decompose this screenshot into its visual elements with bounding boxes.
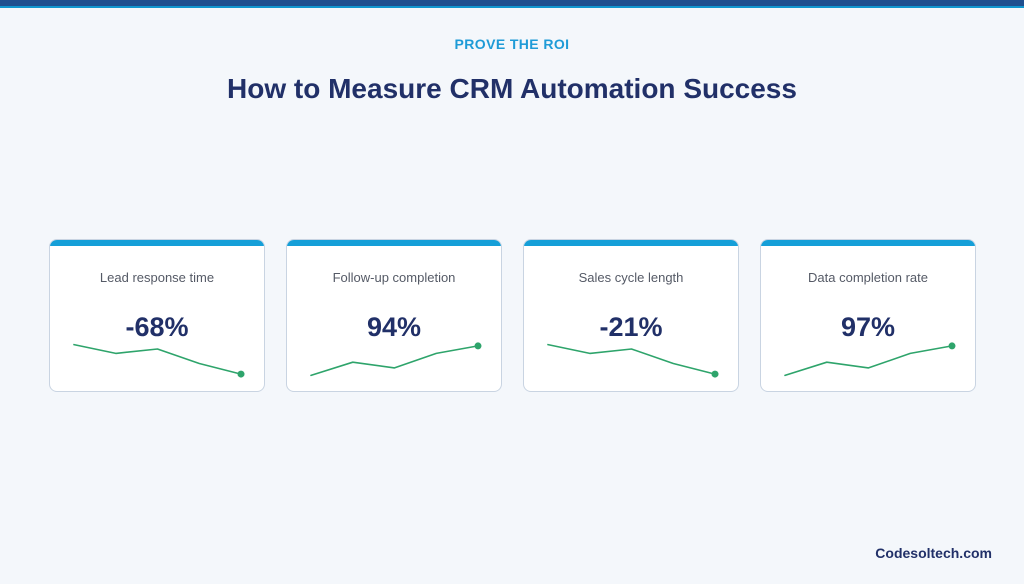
- metric-label: Sales cycle length: [578, 270, 684, 285]
- metric-label: Lead response time: [99, 270, 215, 285]
- sparkline-endpoint-dot: [948, 342, 956, 350]
- card-accent-bar: [50, 240, 264, 246]
- metric-label: Follow-up completion: [332, 270, 456, 285]
- top-accent-bar: [0, 6, 1024, 8]
- top-header-bar: [0, 0, 1024, 6]
- sparkline-endpoint-dot: [237, 370, 245, 378]
- sparkline-line: [784, 345, 953, 377]
- sparkline-endpoint-dot: [711, 370, 719, 378]
- trend-sparkline: [73, 343, 245, 378]
- metric-label: Data completion rate: [808, 270, 928, 285]
- sparkline-endpoint-dot: [474, 342, 482, 350]
- metric-card-data-completion: Data completion rate 97%: [760, 239, 976, 392]
- sparkline-line: [73, 343, 242, 375]
- card-accent-bar: [761, 240, 975, 246]
- page-title: How to Measure CRM Automation Success: [227, 73, 797, 104]
- footer-brand-link[interactable]: Codesoltech.com: [875, 545, 992, 561]
- trend-sparkline: [310, 342, 482, 377]
- metric-card-follow-up: Follow-up completion 94%: [286, 239, 502, 392]
- sparkline-line: [547, 343, 716, 375]
- card-accent-bar: [524, 240, 738, 246]
- metric-value: 97%: [840, 312, 896, 342]
- card-accent-bar: [287, 240, 501, 246]
- metric-value: -68%: [125, 312, 189, 342]
- metric-value: 94%: [366, 312, 422, 342]
- metric-value: -21%: [599, 312, 663, 342]
- trend-sparkline: [784, 342, 956, 377]
- section-eyebrow: PROVE THE ROI: [454, 36, 570, 52]
- trend-sparkline: [547, 343, 719, 378]
- metric-card-lead-response: Lead response time -68%: [49, 239, 265, 392]
- sparkline-line: [310, 345, 479, 377]
- metric-card-sales-cycle: Sales cycle length -21%: [523, 239, 739, 392]
